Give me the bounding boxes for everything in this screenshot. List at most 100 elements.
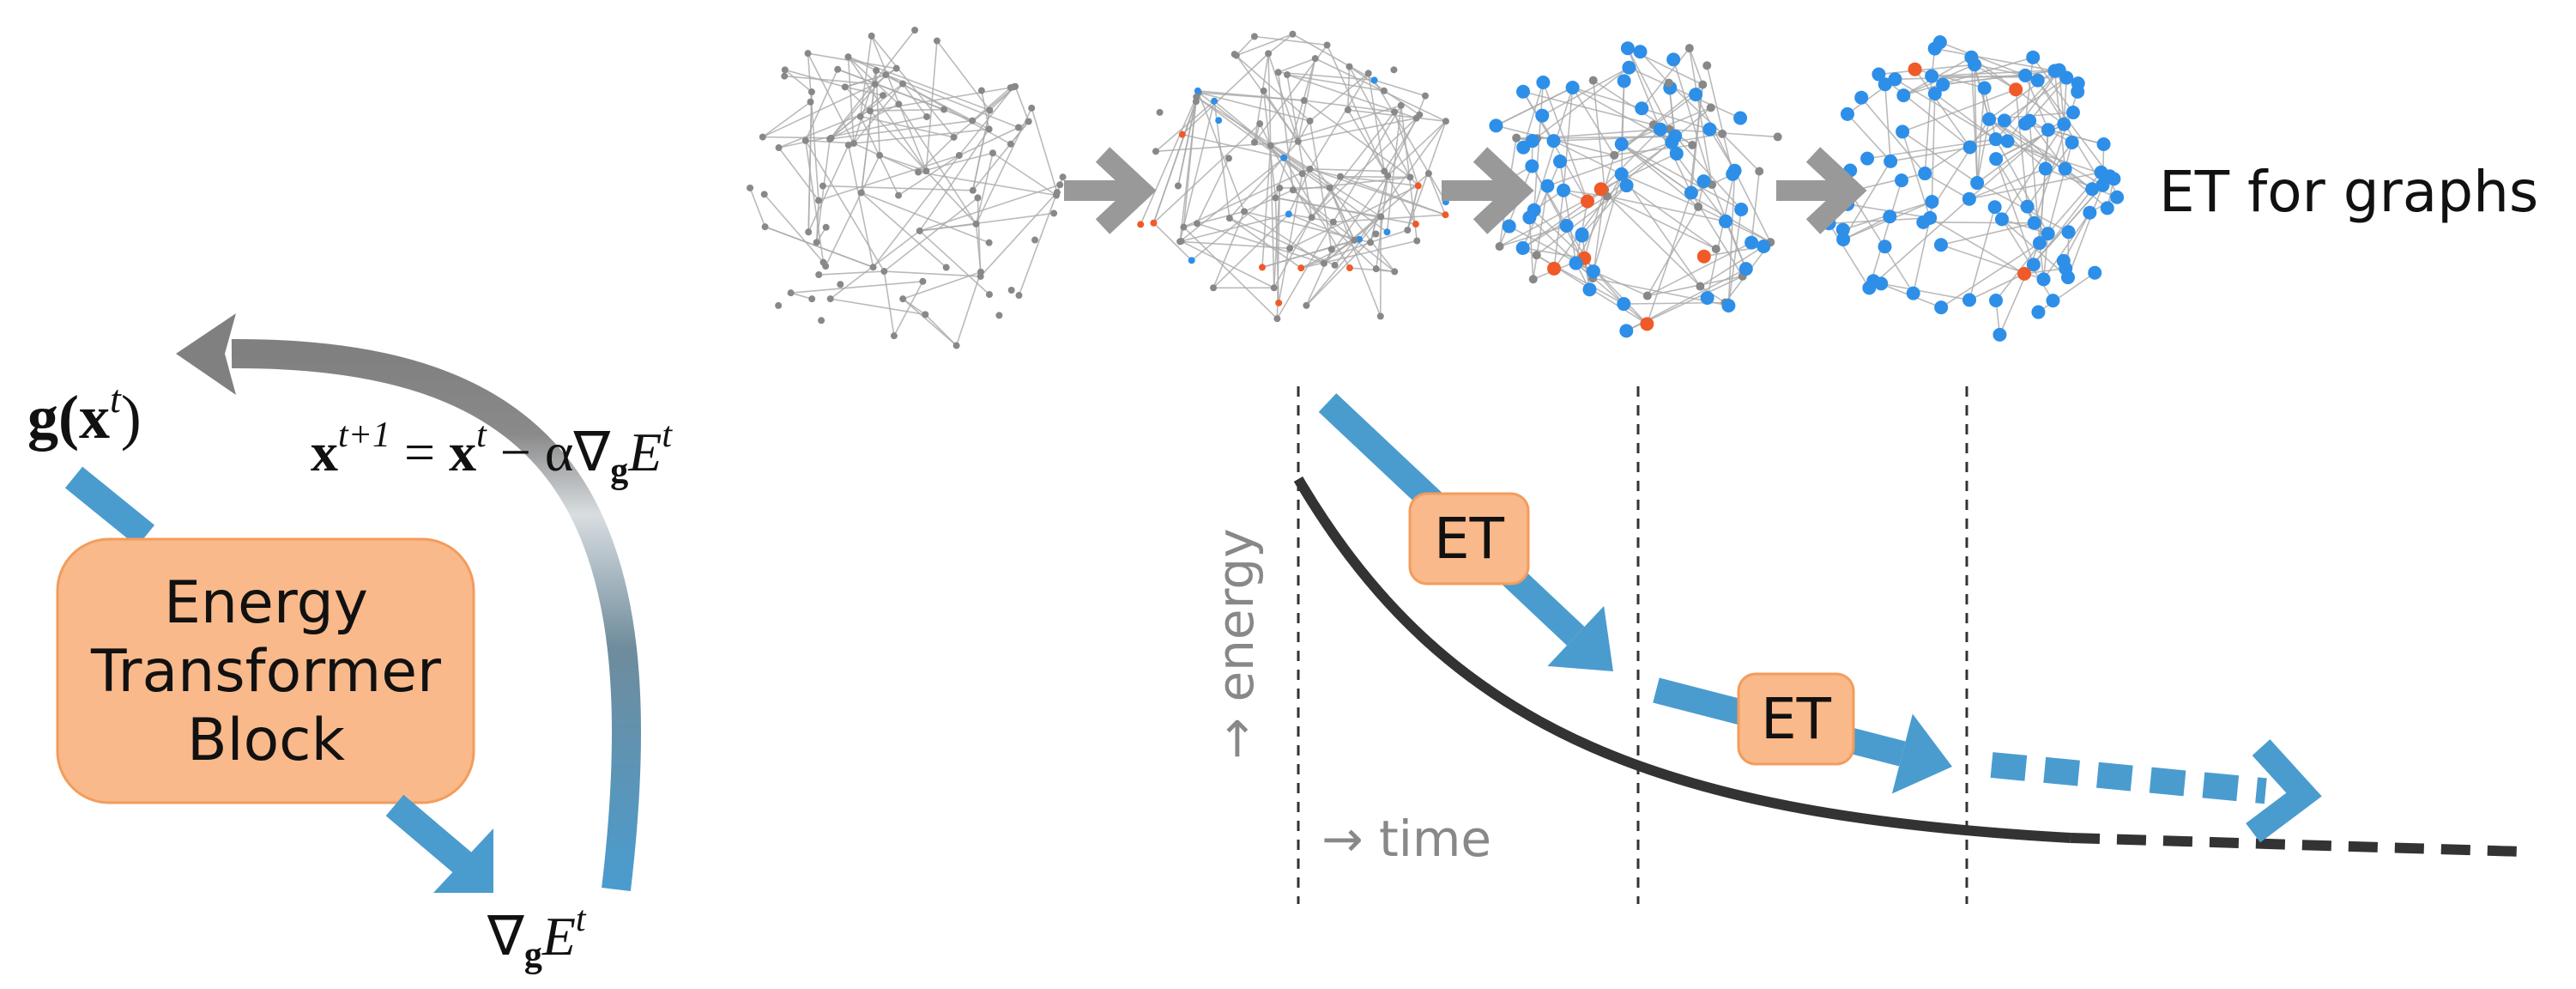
node (747, 185, 753, 191)
node (1231, 51, 1238, 58)
node (1324, 42, 1331, 49)
edge (1031, 108, 1057, 192)
node (823, 224, 830, 231)
node (1346, 264, 1353, 271)
text-part: x (79, 383, 110, 452)
node (1878, 240, 1892, 253)
node (1290, 186, 1297, 193)
node (1581, 194, 1594, 208)
graph (1137, 31, 1449, 322)
node (1371, 76, 1378, 83)
node (1633, 45, 1647, 58)
node (1365, 70, 1372, 76)
node (2110, 191, 2124, 204)
node (1415, 182, 1422, 189)
node (1654, 123, 1667, 137)
edge (1271, 146, 1381, 217)
edge (1829, 223, 1870, 288)
node (1670, 147, 1684, 161)
node (1422, 93, 1429, 100)
node (2021, 200, 2035, 214)
node (923, 113, 930, 120)
edge (1869, 180, 1902, 288)
node (876, 152, 883, 159)
node (1988, 200, 2002, 214)
node (1970, 176, 1984, 190)
node (1157, 109, 1164, 116)
graph-sequence (747, 27, 2124, 349)
node (1241, 208, 1248, 215)
node (1755, 167, 1763, 176)
node (1503, 220, 1516, 234)
text-part: g (610, 452, 628, 491)
node (1377, 312, 1384, 319)
edge (1182, 241, 1274, 288)
node (1557, 184, 1570, 197)
node (1516, 85, 1530, 99)
text-part: t (662, 416, 673, 455)
node (911, 27, 918, 33)
node (2046, 294, 2059, 307)
edge (1923, 222, 2034, 223)
edge (854, 129, 989, 143)
x-axis-label: → time (1321, 810, 1491, 868)
node (1888, 72, 1902, 86)
edge (763, 137, 831, 138)
node (951, 134, 958, 141)
node (1261, 88, 1267, 94)
node (893, 65, 900, 72)
node (1211, 98, 1218, 105)
node (1284, 71, 1291, 78)
node (1836, 233, 1850, 246)
node (1617, 297, 1630, 311)
node (880, 268, 887, 275)
node (1265, 50, 1272, 57)
node (1719, 215, 1732, 228)
node (1152, 148, 1159, 155)
node (1908, 63, 1922, 76)
node (1053, 191, 1060, 198)
node (2088, 266, 2101, 280)
node (1733, 112, 1747, 125)
node (1337, 173, 1344, 180)
node (2061, 270, 2075, 284)
node (1351, 237, 1358, 244)
node (1194, 220, 1200, 227)
text-part: t (576, 900, 587, 939)
edge (1340, 177, 1410, 178)
node (1696, 174, 1710, 188)
node (837, 281, 844, 288)
text-part: − α∇ (487, 422, 611, 482)
node (1918, 167, 1932, 180)
node (1328, 246, 1335, 252)
edge (1230, 218, 1335, 265)
node (1050, 209, 1057, 216)
edge (1156, 101, 1214, 152)
node (842, 83, 849, 90)
edge (903, 272, 981, 299)
node (1307, 166, 1314, 173)
node (1546, 134, 1560, 148)
node (995, 312, 1002, 319)
node (2026, 51, 2040, 64)
node (1442, 118, 1449, 124)
node (2071, 76, 2085, 90)
node (2065, 136, 2079, 149)
node (1989, 294, 2003, 307)
node (2037, 272, 2051, 286)
edge (763, 102, 811, 137)
node (805, 228, 812, 235)
node (1841, 107, 1854, 121)
node (1621, 41, 1635, 55)
node (1321, 260, 1327, 267)
edge (849, 145, 874, 267)
node (1553, 155, 1567, 168)
node (807, 99, 814, 106)
node (1178, 238, 1185, 245)
node (1303, 302, 1309, 309)
node (1872, 68, 1885, 82)
node (1721, 299, 1735, 312)
node (1060, 173, 1067, 180)
node (922, 167, 929, 174)
node (1442, 211, 1448, 218)
